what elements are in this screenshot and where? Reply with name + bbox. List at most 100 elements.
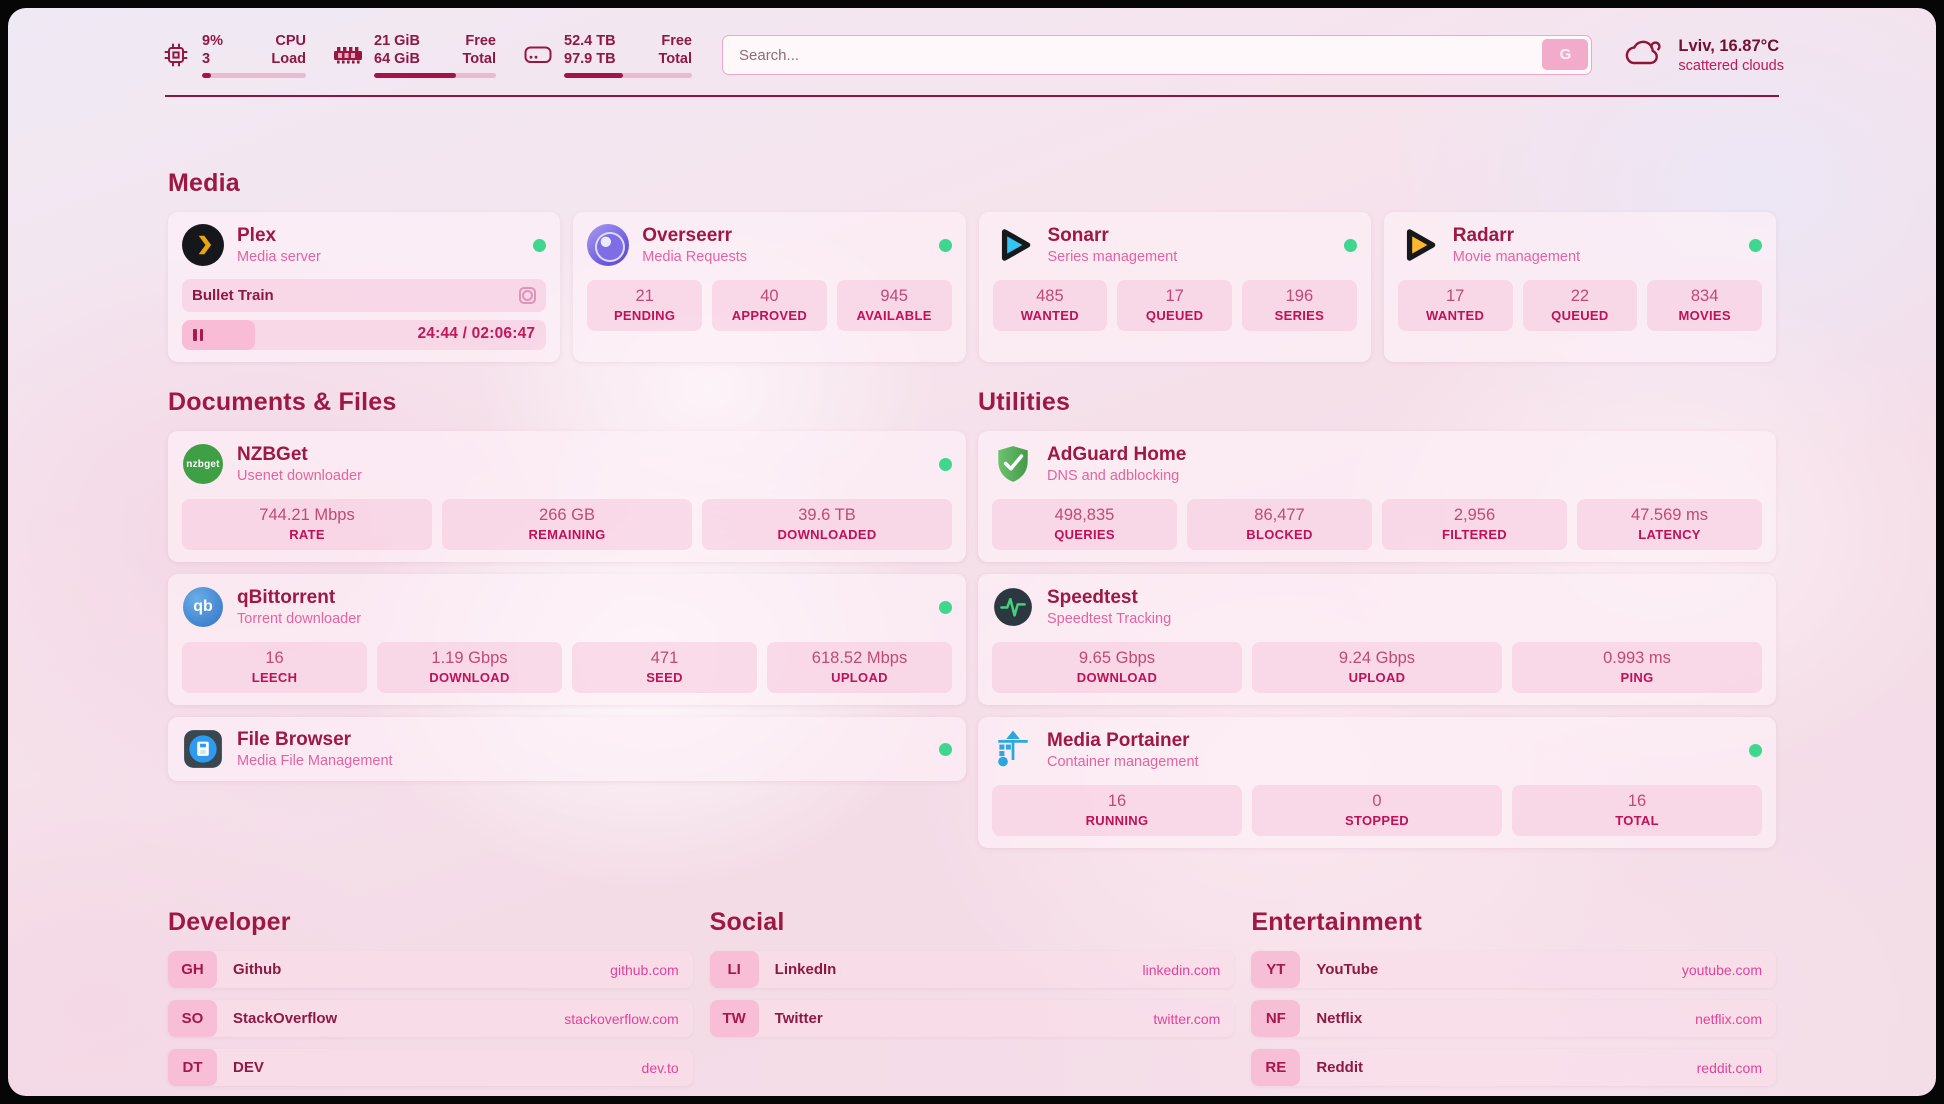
service-title: Speedtest bbox=[1047, 587, 1138, 608]
section-title-media: Media bbox=[168, 169, 240, 197]
bookmark-abbr: GH bbox=[168, 951, 217, 988]
service-card-sonarr[interactable]: Sonarr Series management 485 WANTED 17 QUE… bbox=[978, 212, 1371, 362]
service-subtitle: Container management bbox=[1047, 754, 1199, 770]
stat-upload: 618.52 Mbps UPLOAD bbox=[767, 642, 952, 693]
memory-progressbar bbox=[374, 73, 496, 78]
media-grid: Plex Media server Bullet Train 24:44 / 0… bbox=[168, 212, 1776, 362]
bookmark-name: DEV bbox=[233, 1059, 264, 1076]
sonarr-icon bbox=[993, 224, 1035, 266]
cloud-icon bbox=[1622, 36, 1666, 75]
mem-total-value: 64 GiB bbox=[374, 51, 420, 67]
stat-seed: 471 SEED bbox=[572, 642, 757, 693]
disk-free-value: 52.4 TB bbox=[564, 33, 616, 49]
radarr-icon bbox=[1398, 224, 1440, 266]
stat-downloaded: 39.6 TB DOWNLOADED bbox=[702, 499, 952, 550]
section-title-social: Social bbox=[709, 908, 785, 936]
search-provider-button[interactable]: G bbox=[1542, 39, 1589, 70]
weather-condition: scattered clouds bbox=[1678, 57, 1784, 74]
bookmark-linkedin[interactable]: LI LinkedIn linkedin.com bbox=[709, 951, 1235, 988]
bookmark-dev[interactable]: DT DEV dev.to bbox=[168, 1049, 693, 1086]
bookmark-stackoverflow[interactable]: SO StackOverflow stackoverflow.com bbox=[168, 1000, 693, 1037]
bookmark-twitter[interactable]: TW Twitter twitter.com bbox=[709, 1000, 1235, 1037]
service-card-adguard[interactable]: AdGuard Home DNS and adblocking 498,835 Q… bbox=[978, 431, 1776, 562]
bookmark-youtube[interactable]: YT YouTube youtube.com bbox=[1251, 951, 1776, 988]
bookmark-abbr: LI bbox=[709, 951, 759, 988]
service-title: qBittorrent bbox=[237, 587, 336, 608]
status-dot bbox=[939, 600, 952, 614]
bookmark-url: linkedin.com bbox=[1142, 961, 1221, 978]
stat-download: 1.19 Gbps DOWNLOAD bbox=[377, 642, 562, 693]
stat-total: 16 TOTAL bbox=[1512, 785, 1762, 836]
service-subtitle: Series management bbox=[1047, 249, 1178, 265]
bookmark-abbr: TW bbox=[709, 1000, 759, 1037]
bookmark-name: Twitter bbox=[774, 1010, 823, 1027]
bookmark-github[interactable]: GH Github github.com bbox=[168, 951, 693, 988]
now-playing-icon bbox=[519, 287, 537, 304]
stat-remaining: 266 GB REMAINING bbox=[442, 499, 692, 550]
weather-location: Lviv, 16.87°C bbox=[1678, 36, 1780, 55]
stat-running: 16 RUNNING bbox=[992, 785, 1242, 836]
cpu-label: CPU bbox=[275, 33, 306, 49]
cpu-icon bbox=[160, 39, 192, 71]
bookmark-url: youtube.com bbox=[1681, 961, 1762, 978]
stat-rate: 744.21 Mbps RATE bbox=[182, 499, 432, 550]
status-dot bbox=[939, 742, 952, 756]
service-card-overseerr[interactable]: Overseerr Media Requests 21 PENDING 40 APP… bbox=[573, 212, 966, 362]
section-title-utilities: Utilities bbox=[978, 388, 1071, 416]
dashboard: 9% CPU 3 Load 21 GiB Free 64 GiB Total bbox=[8, 8, 1936, 1096]
service-subtitle: Speedtest Tracking bbox=[1047, 611, 1172, 627]
stat-available: 945 AVAILABLE bbox=[836, 280, 952, 331]
service-subtitle: DNS and adblocking bbox=[1047, 468, 1180, 484]
section-title-entertainment: Entertainment bbox=[1251, 908, 1423, 936]
portainer-icon bbox=[992, 729, 1034, 771]
service-title: AdGuard Home bbox=[1047, 444, 1187, 465]
bookmark-name: YouTube bbox=[1316, 961, 1379, 978]
bookmark-url: github.com bbox=[610, 961, 679, 978]
now-playing-title: Bullet Train bbox=[192, 287, 274, 304]
status-dot bbox=[1749, 238, 1762, 252]
stat-pending: 21 PENDING bbox=[587, 280, 702, 331]
filebrowser-icon bbox=[182, 728, 224, 770]
bookmark-url: stackoverflow.com bbox=[564, 1010, 679, 1027]
search-input[interactable] bbox=[722, 35, 1593, 75]
service-card-nzbget[interactable]: nzbget NZBGet Usenet downloader 744.21 M… bbox=[168, 431, 966, 562]
service-card-portainer[interactable]: Media Portainer Container management 16 R… bbox=[978, 717, 1776, 848]
service-card-radarr[interactable]: Radarr Movie management 17 WANTED 22 QUEUE… bbox=[1383, 212, 1776, 362]
memory-widget: 21 GiB Free 64 GiB Total bbox=[332, 32, 496, 78]
overseerr-icon bbox=[587, 224, 630, 266]
service-card-filebrowser[interactable]: File Browser Media File Management bbox=[168, 717, 966, 781]
status-dot bbox=[1749, 743, 1762, 757]
bookmark-url: dev.to bbox=[641, 1059, 679, 1076]
bookmark-netflix[interactable]: NF Netflix netflix.com bbox=[1251, 1000, 1776, 1037]
disk-total-value: 97.9 TB bbox=[564, 51, 616, 67]
adguard-icon bbox=[992, 443, 1034, 485]
weather-widget: Lviv, 16.87°C scattered clouds bbox=[1622, 36, 1784, 75]
service-card-qbittorrent[interactable]: qb qBittorrent Torrent downloader 16 LEEC… bbox=[168, 574, 966, 705]
now-playing-row: Bullet Train bbox=[182, 279, 547, 312]
status-dot bbox=[938, 238, 952, 252]
topbar-divider bbox=[165, 95, 1779, 97]
bookmark-name: StackOverflow bbox=[233, 1010, 338, 1027]
service-title: Overseerr bbox=[642, 225, 733, 246]
service-title: NZBGet bbox=[237, 444, 308, 465]
bookmark-reddit[interactable]: RE Reddit reddit.com bbox=[1251, 1049, 1776, 1086]
stat-queued: 22 QUEUED bbox=[1522, 280, 1638, 331]
disk-free-label: Free bbox=[661, 33, 692, 49]
cpu-progressbar bbox=[202, 73, 306, 78]
section-title-developer: Developer bbox=[168, 908, 291, 936]
service-title: Radarr bbox=[1452, 225, 1514, 246]
bookmark-abbr: YT bbox=[1251, 951, 1301, 988]
stat-upload: 9.24 Gbps UPLOAD bbox=[1252, 642, 1502, 693]
cpu-widget: 9% CPU 3 Load bbox=[160, 32, 306, 78]
stat-download: 9.65 Gbps DOWNLOAD bbox=[992, 642, 1242, 693]
nzbget-icon: nzbget bbox=[182, 443, 224, 485]
stat-blocked: 86,477 BLOCKED bbox=[1187, 499, 1372, 550]
stat-ping: 0.993 ms PING bbox=[1512, 642, 1762, 693]
bookmark-name: LinkedIn bbox=[774, 961, 837, 978]
cpu-value: 9% bbox=[202, 33, 223, 49]
topbar: 9% CPU 3 Load 21 GiB Free 64 GiB Total bbox=[8, 8, 1936, 78]
playback-time: 24:44 / 02:06:47 bbox=[417, 325, 536, 342]
service-card-plex[interactable]: Plex Media server Bullet Train 24:44 / 0… bbox=[168, 212, 561, 362]
service-title: Media Portainer bbox=[1047, 730, 1190, 751]
service-card-speedtest[interactable]: Speedtest Speedtest Tracking 9.65 Gbps DO… bbox=[978, 574, 1776, 705]
